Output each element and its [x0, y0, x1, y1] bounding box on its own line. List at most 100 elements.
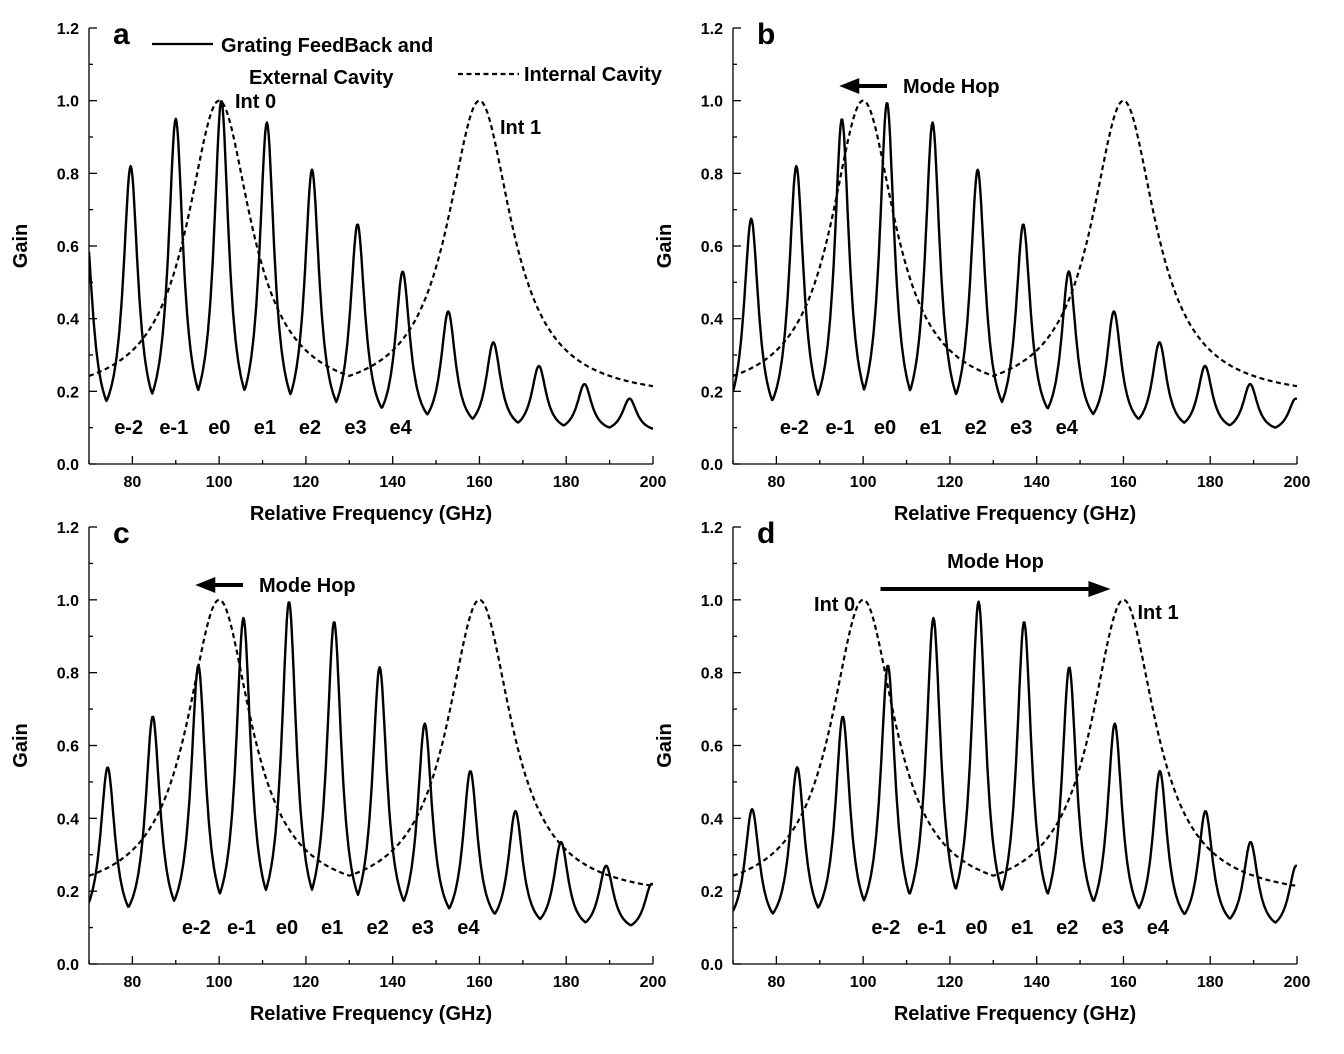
- x-tick-label: 80: [123, 974, 141, 991]
- panel-b: 80 100 120 140 160 180 200 0.0 0.2 0.4 0.6 0.8 1.0 1.…: [654, 18, 1310, 525]
- mode-label-e-2: e-2: [114, 417, 143, 439]
- x-tick-label: 80: [767, 474, 785, 491]
- x-axis-title: Relative Frequency (GHz): [894, 503, 1136, 525]
- mode-hop-arrow-head: [839, 78, 860, 94]
- y-axis-title: Gain: [10, 224, 32, 268]
- y-tick-label: 0.4: [57, 811, 79, 828]
- internal-cavity-curve: [89, 598, 653, 888]
- mode-label-e-2: e-2: [780, 417, 809, 439]
- x-axis-title: Relative Frequency (GHz): [894, 1003, 1136, 1025]
- mode-label-e3: e3: [1102, 917, 1124, 939]
- panel-letter: a: [113, 18, 130, 51]
- x-axis-title: Relative Frequency (GHz): [250, 503, 492, 525]
- panel-letter: b: [757, 18, 775, 51]
- mode-hop-arrow-head: [1088, 581, 1111, 597]
- panel-a: 80 100 120 140 160 180 200 0.0 0.2 0.4 0.6 0.8 1.0 1.…: [10, 18, 666, 525]
- x-tick-label: 200: [640, 474, 667, 491]
- x-tick-label: 160: [466, 474, 493, 491]
- x-tick-label: 180: [553, 974, 580, 991]
- grating-feedback-curve: [733, 600, 1297, 924]
- mode-label-e4: e4: [1056, 417, 1079, 439]
- internal-cavity-curve: [733, 598, 1297, 888]
- y-tick-label: 0.0: [701, 457, 723, 474]
- x-tick-label: 120: [937, 974, 964, 991]
- x-tick-label: 120: [293, 974, 320, 991]
- panel-letter: d: [757, 517, 775, 550]
- x-tick-label: 140: [1023, 974, 1050, 991]
- mode-label-e4: e4: [390, 417, 413, 439]
- y-tick-label: 0.8: [701, 166, 723, 183]
- x-tick-label: 100: [850, 474, 877, 491]
- y-tick-label: 1.2: [57, 520, 79, 537]
- mode-hop-arrow-head: [195, 577, 216, 593]
- mode-label-e2: e2: [367, 917, 389, 939]
- int-0-label: Int 0: [235, 91, 276, 113]
- x-tick-label: 120: [293, 474, 320, 491]
- panel-d: 80 100 120 140 160 180 200 0.0 0.2 0.4 0.6 0.8 1.0 1.…: [654, 517, 1310, 1025]
- y-tick-label: 0.6: [57, 739, 79, 756]
- x-tick-label: 160: [466, 974, 493, 991]
- y-axis-title: Gain: [654, 224, 676, 268]
- x-tick-label: 80: [767, 974, 785, 991]
- int-0-label: Int 0: [814, 594, 855, 616]
- y-tick-label: 0.2: [57, 884, 79, 901]
- mode-label-e-1: e-1: [917, 917, 946, 939]
- mode-hop-label: Mode Hop: [259, 575, 356, 597]
- internal-cavity-curve: [733, 99, 1297, 388]
- y-tick-label: 0.8: [57, 666, 79, 683]
- legend-dashed-label: Internal Cavity: [524, 64, 663, 86]
- y-tick-label: 0.0: [57, 457, 79, 474]
- y-tick-label: 1.2: [701, 520, 723, 537]
- x-tick-label: 200: [1284, 974, 1311, 991]
- mode-label-e2: e2: [299, 417, 321, 439]
- x-tick-label: 100: [206, 974, 233, 991]
- y-tick-label: 1.0: [701, 94, 723, 111]
- y-tick-label: 0.0: [57, 957, 79, 974]
- y-tick-label: 0.2: [57, 384, 79, 401]
- x-tick-label: 140: [379, 474, 406, 491]
- x-tick-label: 80: [123, 474, 141, 491]
- y-axis-title: Gain: [654, 723, 676, 767]
- mode-label-e-1: e-1: [159, 417, 188, 439]
- y-tick-label: 0.6: [57, 239, 79, 256]
- y-tick-label: 0.0: [701, 957, 723, 974]
- mode-label-e3: e3: [412, 917, 434, 939]
- mode-label-e1: e1: [1011, 917, 1033, 939]
- y-tick-label: 1.0: [57, 94, 79, 111]
- y-tick-label: 0.2: [701, 884, 723, 901]
- x-tick-label: 180: [1197, 474, 1224, 491]
- y-tick-label: 1.2: [57, 21, 79, 38]
- int-1-label: Int 1: [500, 117, 541, 139]
- x-tick-label: 200: [640, 974, 667, 991]
- panel-letter: c: [113, 517, 130, 550]
- y-tick-label: 0.4: [701, 811, 723, 828]
- mode-label-e1: e1: [321, 917, 343, 939]
- mode-label-e4: e4: [457, 917, 480, 939]
- y-tick-label: 0.4: [57, 312, 79, 329]
- mode-label-e1: e1: [254, 417, 276, 439]
- mode-label-e-2: e-2: [182, 917, 211, 939]
- x-tick-label: 180: [1197, 974, 1224, 991]
- grating-feedback-curve: [733, 102, 1297, 429]
- mode-label-e2: e2: [965, 417, 987, 439]
- mode-label-e0: e0: [965, 917, 987, 939]
- y-tick-label: 0.6: [701, 739, 723, 756]
- y-tick-label: 0.6: [701, 239, 723, 256]
- x-tick-label: 140: [1023, 474, 1050, 491]
- y-tick-label: 0.8: [701, 666, 723, 683]
- mode-label-e4: e4: [1147, 917, 1170, 939]
- mode-label-e3: e3: [1010, 417, 1032, 439]
- grating-feedback-curve: [89, 100, 653, 430]
- legend-solid-label: Grating FeedBack and: [221, 35, 433, 57]
- y-tick-label: 1.0: [57, 593, 79, 610]
- mode-label-e-2: e-2: [871, 917, 900, 939]
- y-tick-label: 0.2: [701, 384, 723, 401]
- mode-label-e0: e0: [276, 917, 298, 939]
- x-tick-label: 100: [850, 974, 877, 991]
- y-tick-label: 0.8: [57, 166, 79, 183]
- y-tick-label: 1.0: [701, 593, 723, 610]
- mode-hop-label: Mode Hop: [947, 551, 1044, 573]
- x-tick-label: 120: [937, 474, 964, 491]
- mode-label-e-1: e-1: [825, 417, 854, 439]
